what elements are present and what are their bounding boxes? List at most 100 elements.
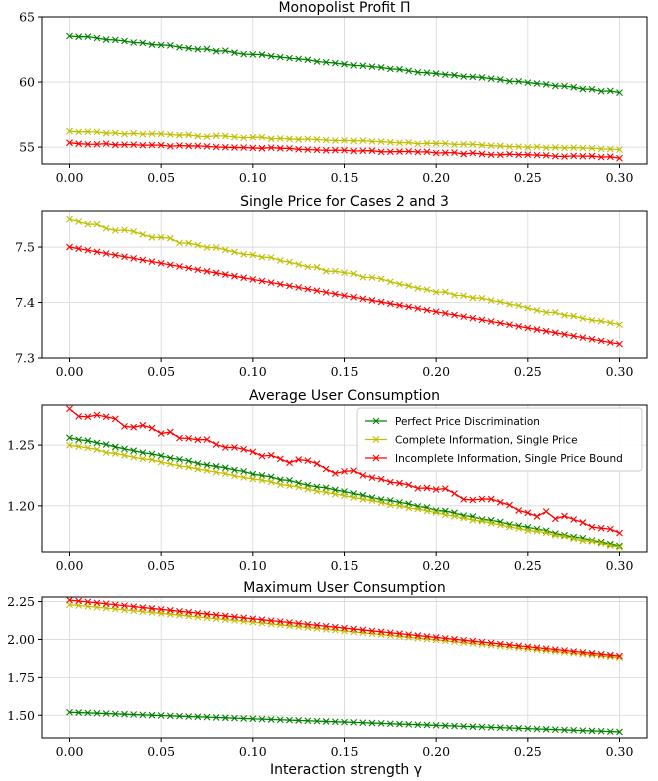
- data-point: [368, 494, 376, 502]
- series-markers: [66, 215, 623, 328]
- data-point: [396, 720, 403, 728]
- data-point: [295, 717, 303, 724]
- x-tick-label: 0.30: [606, 558, 634, 573]
- data-point: [616, 89, 623, 97]
- data-point: [194, 45, 202, 53]
- data-point: [524, 304, 532, 312]
- data-point: [359, 626, 367, 634]
- data-point: [533, 306, 541, 314]
- data-point: [533, 644, 541, 652]
- data-point: [414, 505, 422, 513]
- data-point: [451, 291, 458, 299]
- data-point: [194, 266, 202, 274]
- data-point: [66, 243, 73, 251]
- data-point: [93, 248, 101, 256]
- y-tick-label: 7.3: [15, 351, 35, 366]
- data-point: [166, 234, 174, 242]
- data-point: [231, 272, 238, 280]
- data-point: [313, 136, 321, 143]
- data-point: [331, 146, 339, 154]
- data-point: [496, 76, 504, 83]
- data-point: [84, 246, 92, 254]
- data-point: [588, 152, 596, 160]
- data-point: [157, 605, 165, 613]
- data-point: [579, 144, 587, 152]
- data-point: [396, 301, 403, 309]
- data-point: [606, 542, 614, 550]
- data-point: [414, 148, 422, 156]
- data-point: [231, 144, 238, 151]
- data-point: [322, 58, 330, 66]
- x-tick-label: 0.15: [331, 364, 359, 379]
- data-point: [487, 151, 495, 159]
- data-point: [414, 632, 422, 639]
- data-point: [451, 311, 458, 319]
- y-tick-label: 1.25: [7, 438, 35, 453]
- x-tick-label: 0.00: [56, 744, 84, 759]
- data-point: [368, 147, 376, 155]
- data-point: [258, 715, 266, 723]
- data-point: [249, 470, 257, 478]
- data-point: [506, 321, 513, 329]
- data-point: [368, 274, 376, 281]
- data-point: [570, 144, 578, 151]
- data-point: [551, 515, 559, 523]
- data-point: [386, 65, 394, 73]
- data-point: [194, 465, 202, 473]
- data-point: [551, 646, 559, 653]
- data-point: [341, 624, 348, 632]
- data-point: [304, 56, 312, 64]
- data-point: [276, 280, 284, 288]
- data-point: [231, 443, 238, 451]
- x-tick-label: 0.20: [422, 170, 450, 185]
- data-point: [524, 324, 532, 332]
- data-point: [469, 140, 477, 148]
- data-point: [451, 635, 458, 643]
- data-point: [542, 80, 550, 88]
- data-point: [432, 634, 440, 641]
- data-point: [515, 525, 523, 532]
- data-point: [121, 423, 128, 430]
- data-point: [405, 303, 413, 311]
- data-point: [121, 602, 128, 610]
- data-point: [579, 519, 587, 526]
- data-point: [377, 499, 385, 506]
- chart-panel-3: 0.00 0.05 0.10 0.15 0.20 0.25 0.30 1.20 1.25 Aver…: [7, 388, 648, 573]
- data-point: [166, 428, 174, 436]
- data-point: [405, 504, 413, 512]
- chart-panel-1: 0.00 0.05 0.10 0.15 0.20 0.25 0.30 55 60 65 Monopo…: [19, 0, 648, 185]
- data-point: [506, 300, 513, 308]
- data-point: [496, 298, 504, 306]
- data-point: [111, 601, 119, 609]
- data-point: [166, 460, 174, 468]
- y-tick-label: 1.75: [7, 670, 35, 685]
- data-point: [322, 488, 330, 496]
- data-point: [322, 718, 330, 725]
- data-point: [359, 62, 367, 70]
- data-point: [561, 647, 568, 654]
- data-point: [240, 274, 248, 282]
- data-point: [579, 152, 587, 160]
- data-point: [139, 130, 147, 138]
- data-point: [93, 446, 101, 453]
- data-point: [414, 305, 422, 312]
- data-point: [157, 141, 165, 149]
- data-point: [148, 258, 156, 266]
- data-point: [267, 52, 275, 60]
- data-point: [350, 467, 358, 475]
- data-point: [240, 50, 248, 58]
- data-point: [341, 718, 348, 726]
- data-point: [313, 460, 321, 468]
- data-point: [157, 430, 165, 437]
- series-markers: [66, 405, 623, 537]
- data-point: [561, 532, 568, 540]
- data-point: [451, 71, 458, 79]
- data-point: [359, 471, 367, 479]
- data-point: [341, 60, 348, 68]
- data-point: [111, 415, 119, 423]
- data-point: [506, 150, 513, 158]
- data-point: [148, 605, 156, 612]
- data-point: [75, 709, 83, 716]
- data-point: [579, 727, 587, 735]
- x-tick-label: 0.05: [147, 364, 175, 379]
